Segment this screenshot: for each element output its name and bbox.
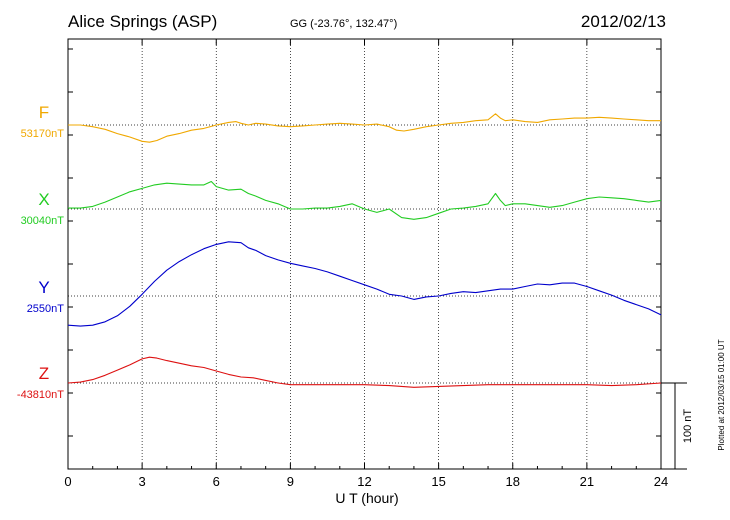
series-y-name: Y (38, 278, 49, 297)
date-label: 2012/02/13 (581, 12, 666, 31)
series-y-baseline: 2550nT (27, 303, 65, 315)
series-labels: F 53170nT X 30040nT Y 2550nT Z -43810nT (17, 103, 64, 401)
station-title: Alice Springs (ASP) (68, 12, 217, 31)
coordinates-label: GG (-23.76°, 132.47°) (290, 18, 397, 30)
x-axis-ticks: 0 3 6 9 12 15 18 21 24 (64, 39, 668, 489)
x-tick-label: 3 (139, 474, 146, 489)
scale-bar: 100 nT (661, 382, 694, 470)
series-z-line (67, 356, 662, 388)
x-tick-label: 18 (506, 474, 520, 489)
series-x-line (68, 180, 662, 220)
series-x-baseline: 30040nT (21, 215, 65, 227)
x-axis-label: U T (hour) (335, 490, 398, 506)
x-tick-label: 9 (287, 474, 294, 489)
series-layer (67, 113, 662, 388)
series-f-line (68, 113, 661, 143)
plotted-at-note: Plotted at 2012/03/15 01:00 UT (717, 339, 726, 450)
plot-frame (67, 38, 662, 470)
x-tick-label: 15 (431, 474, 445, 489)
series-y-line (67, 241, 662, 327)
series-x-name: X (38, 190, 49, 209)
series-z-name: Z (39, 364, 49, 383)
x-tick-label: 21 (580, 474, 594, 489)
series-f-baseline: 53170nT (21, 128, 65, 140)
x-tick-label: 6 (213, 474, 220, 489)
grid (68, 39, 661, 469)
x-tick-label: 24 (654, 474, 668, 489)
scale-bar-label: 100 nT (682, 409, 694, 444)
x-tick-label: 0 (64, 474, 71, 489)
series-f-name: F (39, 103, 49, 122)
x-tick-label: 12 (357, 474, 371, 489)
series-z-baseline: -43810nT (17, 389, 64, 401)
